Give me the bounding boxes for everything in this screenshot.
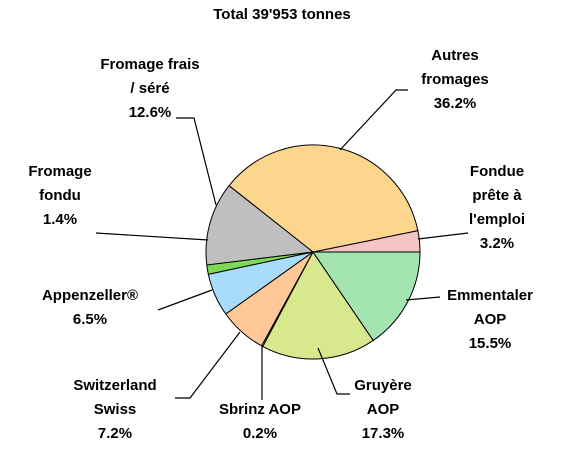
leader-line: [317, 347, 350, 395]
value-label: 6.5%: [72, 311, 108, 328]
slice-label: Fromage frais / séré 12.6%: [100, 53, 200, 125]
category-label: Fondue prête à l'emploi: [468, 163, 526, 228]
leader-line: [405, 296, 441, 301]
slice-label: Emmentaler AOP 15.5%: [435, 284, 545, 356]
pie-slice: [205, 184, 315, 266]
category-label: Fromage fondu: [28, 163, 92, 204]
slice-label: Fromage fondu 1.4%: [15, 160, 105, 232]
category-label: Appenzeller®: [41, 287, 139, 304]
value-label: 15.5%: [468, 335, 512, 352]
pie-slice: [262, 251, 374, 360]
pie-slice: [228, 144, 419, 253]
leader-line: [157, 289, 213, 311]
category-label: Fromage frais / séré: [100, 56, 200, 97]
leader-line: [176, 117, 217, 206]
category-label: Sbrinz AOP: [219, 401, 301, 418]
slice-label: Autres fromages 36.2%: [405, 44, 505, 116]
leader-lines: [95, 89, 469, 400]
slice-label: Fondue prête à l'emploi 3.2%: [460, 160, 535, 256]
slice-label: Sbrinz AOP 0.2%: [205, 398, 315, 446]
leader-line: [339, 89, 408, 151]
value-label: 3.2%: [479, 235, 515, 252]
chart-title: Total 39'953 tonnes: [213, 6, 351, 23]
value-label: 12.6%: [128, 104, 172, 121]
category-label: Emmentaler AOP: [447, 287, 533, 328]
slice-label: Gruyère AOP 17.3%: [338, 374, 428, 446]
leader-line: [95, 232, 209, 241]
value-label: 7.2%: [97, 425, 133, 442]
category-label: Switzerland Swiss: [73, 377, 157, 418]
value-label: 36.2%: [433, 95, 477, 112]
leader-line: [417, 232, 469, 240]
category-label: Autres fromages: [421, 47, 489, 88]
category-label: Gruyère AOP: [354, 377, 412, 418]
value-label: 1.4%: [42, 211, 78, 228]
leader-line: [175, 331, 241, 399]
pie-slice: [312, 251, 421, 342]
value-label: 17.3%: [361, 425, 405, 442]
value-label: 0.2%: [242, 425, 278, 442]
slice-label: Switzerland Swiss 7.2%: [60, 374, 170, 446]
slice-label: Appenzeller® 6.5%: [25, 284, 155, 332]
